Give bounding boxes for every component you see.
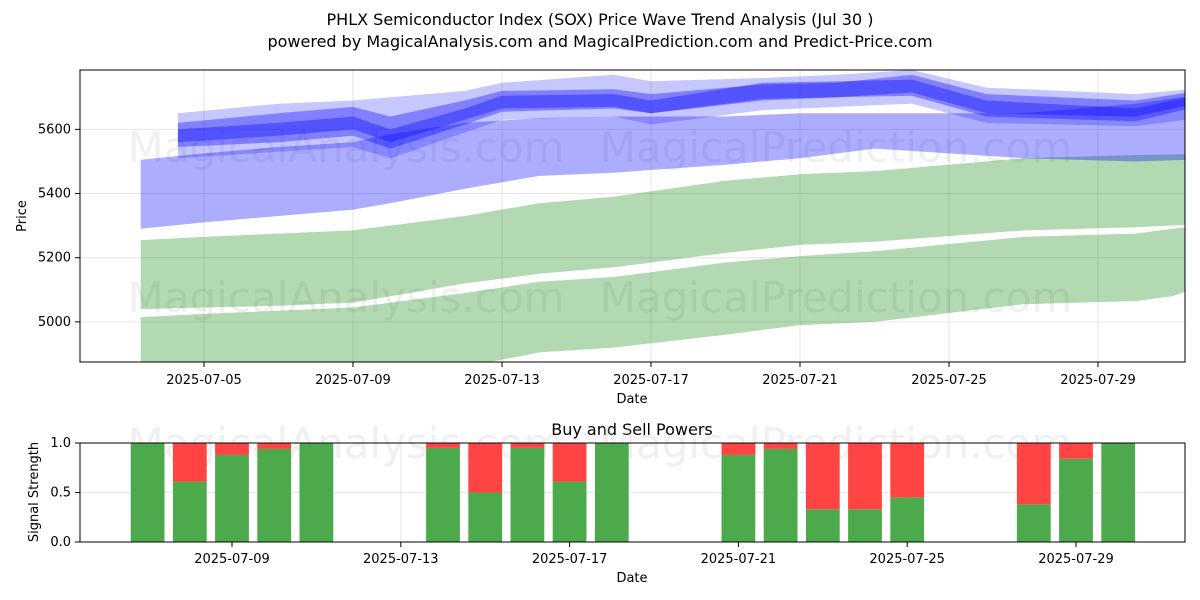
sell-bar <box>257 443 292 449</box>
price-x-tick-label: 2025-07-17 <box>613 373 689 388</box>
blue-band-2 <box>177 70 1185 159</box>
price-y-tick-label: 5400 <box>38 187 71 202</box>
sell-bar <box>1016 443 1051 505</box>
buy-bar <box>130 443 165 542</box>
buy-bar <box>552 481 587 542</box>
signal-x-tick-label: 2025-07-09 <box>194 552 270 567</box>
price-y-tick-label: 5600 <box>38 122 71 137</box>
price-plot-frame <box>79 69 1186 363</box>
signal-chart-title: Buy and Sell Powers <box>551 420 713 439</box>
buy-bar <box>468 492 503 542</box>
sell-bar <box>172 443 207 482</box>
green-prediction-bands <box>140 154 1185 362</box>
buy-bar <box>1101 443 1136 542</box>
buy-bar <box>848 509 882 542</box>
price-y-tick-label: 5000 <box>38 315 71 330</box>
signal-x-tick-label: 2025-07-21 <box>701 552 777 567</box>
watermark-right-bottom: MagicalPrediction.com <box>600 273 1073 322</box>
price-x-tick-label: 2025-07-29 <box>1060 373 1136 388</box>
signal-x-tick-label: 2025-07-25 <box>869 552 945 567</box>
signal-bars <box>130 443 1136 542</box>
sell-bar <box>215 443 249 455</box>
sell-bar <box>552 443 587 482</box>
signal-x-tick-label: 2025-07-17 <box>532 552 608 567</box>
sell-bar <box>848 443 882 510</box>
price-x-tick-label: 2025-07-25 <box>911 373 987 388</box>
signal-y-tick-label: 1.0 <box>50 436 71 451</box>
buy-bar <box>426 447 460 542</box>
signal-x-tick-label: 2025-07-29 <box>1038 552 1114 567</box>
blue-band-1 <box>177 74 1185 143</box>
sell-bar <box>805 443 840 510</box>
price-x-label: Date <box>616 392 647 407</box>
chart-subtitle: powered by MagicalAnalysis.com and Magic… <box>267 32 932 51</box>
price-grid <box>80 70 1185 362</box>
price-x-tick-label: 2025-07-05 <box>166 373 242 388</box>
price-x-ticks: 2025-07-05 2025-07-09 2025-07-13 2025-07-17… <box>166 362 1136 388</box>
buy-bar <box>721 454 756 542</box>
buy-bar <box>257 448 292 542</box>
sell-bar <box>468 443 503 493</box>
green-band-0 <box>140 154 1185 310</box>
signal-x-tick-label: 2025-07-13 <box>363 552 439 567</box>
price-y-ticks: 5000 5200 5400 5600 <box>38 122 80 330</box>
chart-title: PHLX Semiconductor Index (SOX) Price Wav… <box>327 10 874 29</box>
signal-y-ticks: 0.0 0.5 1.0 <box>50 436 80 550</box>
buy-bar <box>594 443 629 542</box>
price-x-tick-label: 2025-07-09 <box>315 373 391 388</box>
buy-bar <box>805 509 840 542</box>
buy-bar <box>510 447 545 542</box>
signal-plot-frame <box>79 442 1186 543</box>
buy-bar <box>1059 458 1093 542</box>
watermark-left-top: MagicalAnalysis.com <box>128 123 565 172</box>
sell-bar <box>426 443 460 448</box>
sell-bar <box>721 443 756 455</box>
blue-trend-bands <box>140 70 1185 229</box>
blue-band-0 <box>177 79 1185 149</box>
signal-y-tick-label: 0.0 <box>50 535 71 550</box>
price-wave-plot: MagicalAnalysis.com MagicalPrediction.co… <box>15 69 1186 407</box>
green-band-1 <box>140 227 1185 362</box>
signal-y-label: Signal Strength <box>27 442 42 542</box>
buy-sell-power-plot: Buy and Sell Powers MagicalAnalysis.com … <box>27 419 1186 586</box>
signal-x-ticks: 2025-07-09 2025-07-13 2025-07-17 2025-07-21… <box>194 542 1114 567</box>
sell-bar <box>890 443 925 498</box>
buy-bar <box>299 443 334 542</box>
signal-x-label: Date <box>616 571 647 586</box>
price-y-label: Price <box>15 200 30 232</box>
buy-bar <box>1016 504 1051 542</box>
buy-bar <box>215 454 249 542</box>
sell-bar <box>1059 443 1093 459</box>
buy-bar <box>890 497 925 542</box>
sell-bar <box>763 443 798 449</box>
price-watermarks: MagicalAnalysis.com MagicalPrediction.co… <box>128 123 1073 322</box>
price-x-tick-label: 2025-07-21 <box>762 373 838 388</box>
price-y-tick-label: 5200 <box>38 251 71 266</box>
price-x-tick-label: 2025-07-13 <box>464 373 540 388</box>
blue-band-3 <box>140 96 1185 229</box>
buy-bar <box>763 448 798 542</box>
signal-y-tick-label: 0.5 <box>50 486 71 501</box>
watermark-right-top: MagicalPrediction.com <box>600 123 1073 172</box>
buy-bar <box>172 481 207 542</box>
sell-bar <box>510 443 545 448</box>
watermark-left-bottom: MagicalAnalysis.com <box>128 273 565 322</box>
